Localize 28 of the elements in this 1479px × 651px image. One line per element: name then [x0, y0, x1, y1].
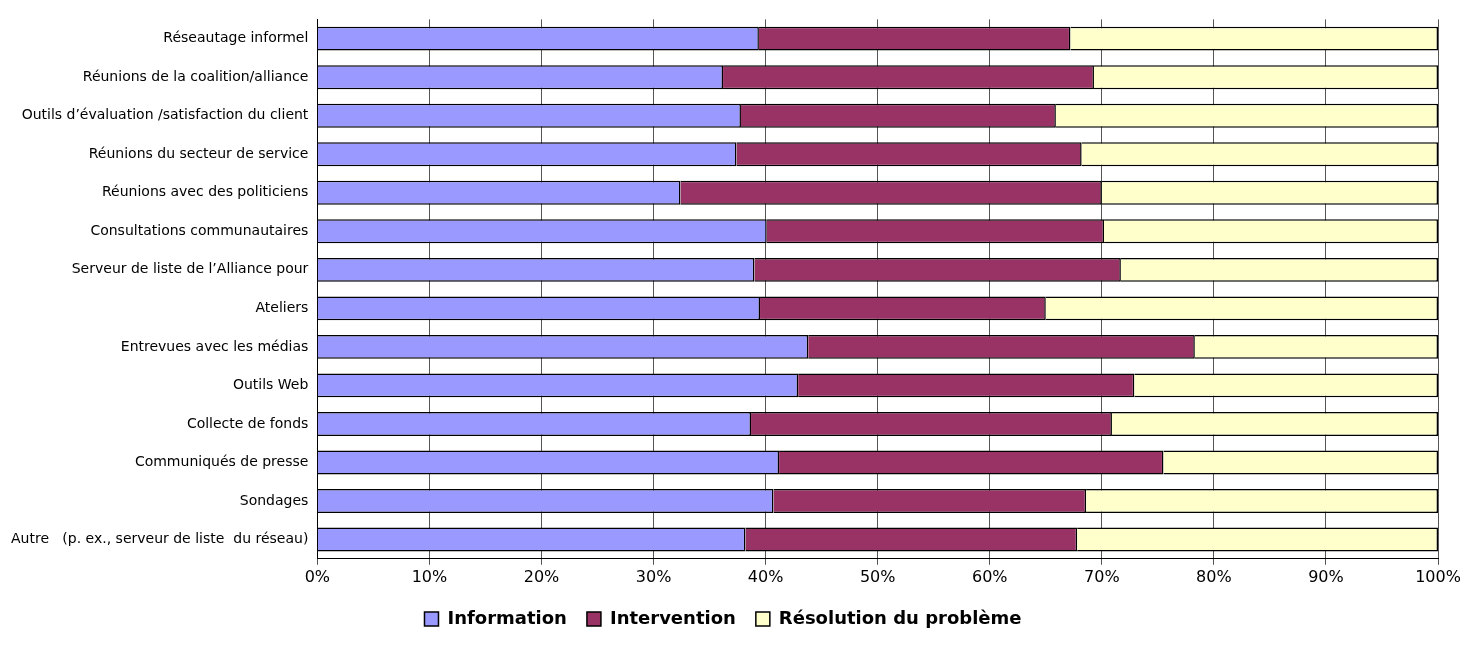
y-tick-label: Entrevues avec les médias — [120, 337, 309, 354]
y-tick-label: Ateliers — [255, 299, 309, 315]
y-tick-label: Serveur de liste de l’Alliance pour — [71, 260, 309, 277]
x-tick-label: 90% — [1308, 566, 1344, 586]
y-tick-label: Consultations communautaires — [90, 221, 309, 238]
x-tick-label: 10% — [411, 566, 448, 586]
x-tick-label: 30% — [635, 566, 672, 586]
x-tick-label: 0% — [304, 566, 331, 586]
x-tick-label: 50% — [859, 566, 896, 586]
y-tick-label: Sondages — [239, 491, 309, 508]
y-tick-label: Réseautage informel — [163, 29, 309, 46]
x-tick-label: 70% — [1084, 566, 1120, 586]
legend-label: Information — [447, 606, 567, 628]
y-tick-label: Réunions avec des politiciens — [101, 183, 309, 200]
y-tick-label: Outils Web — [232, 376, 309, 393]
y-tick-label: Réunions du secteur de service — [88, 144, 309, 161]
x-tick-label: 80% — [1196, 566, 1232, 586]
y-tick-label: Outils d’évaluation /satisfaction du client — [21, 106, 309, 123]
legend-label: Résolution du problème — [778, 606, 1022, 628]
x-tick-label: 40% — [747, 566, 784, 586]
y-tick-label: Collecte de fonds — [186, 414, 309, 431]
y-tick-label: Autre (p. ex., serveur de liste du réseau) — [10, 530, 309, 547]
x-tick-label: 20% — [523, 566, 560, 586]
x-tick-label: 100% — [1415, 566, 1461, 586]
y-tick-label: Réunions de la coalition/alliance — [82, 67, 309, 84]
y-tick-label: Communiqués de presse — [134, 453, 309, 470]
legend-label: Intervention — [609, 606, 736, 628]
x-tick-label: 60% — [971, 566, 1008, 586]
